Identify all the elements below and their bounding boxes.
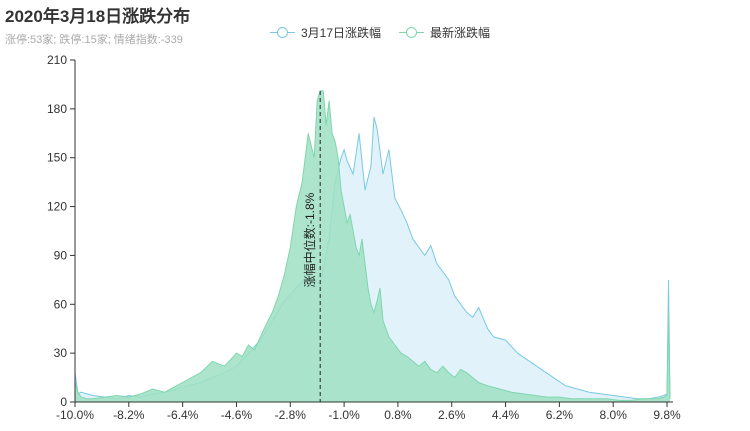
x-tick-label: -1.0% <box>328 408 360 422</box>
series-line <box>74 90 671 401</box>
y-tick-label: 120 <box>47 200 67 214</box>
x-tick-label: 2.6% <box>438 408 466 422</box>
legend-item-latest[interactable]: 最新涨跌幅 <box>399 24 490 41</box>
legend-label-latest: 最新涨跌幅 <box>430 26 491 40</box>
y-tick-label: 0 <box>60 395 67 409</box>
x-tick-label: 6.2% <box>546 408 574 422</box>
x-tick-label: 8.0% <box>600 408 628 422</box>
y-tick-label: 150 <box>47 151 67 165</box>
x-tick-label: -6.4% <box>167 408 199 422</box>
legend-line-circle-icon <box>399 26 425 39</box>
y-tick-label: 60 <box>54 297 68 311</box>
x-tick-label: 9.8% <box>653 408 681 422</box>
y-tick-label: 180 <box>47 102 67 116</box>
y-tick-label: 210 <box>47 53 67 67</box>
series-area <box>75 90 670 403</box>
x-tick-label: 0.8% <box>384 408 412 422</box>
x-tick-label: -10.0% <box>56 408 94 422</box>
chart-legend: 3月17日涨跌幅 最新涨跌幅 <box>270 24 490 41</box>
legend-item-prev-day[interactable]: 3月17日涨跌幅 <box>270 24 381 41</box>
chart-title: 2020年3月18日涨跌分布 <box>5 7 191 26</box>
x-tick-label: -4.6% <box>221 408 253 422</box>
x-tick-label: 4.4% <box>492 408 520 422</box>
series-1 <box>74 90 671 403</box>
series-area <box>75 117 670 402</box>
legend-label-prev-day: 3月17日涨跌幅 <box>301 26 382 40</box>
y-tick-label: 30 <box>54 346 68 360</box>
x-tick-label: -2.8% <box>275 408 307 422</box>
x-tick-label: -8.2% <box>113 408 145 422</box>
chart-subtitle: 涨停:53家; 跌停:15家; 情绪指数:-339 <box>5 34 183 46</box>
legend-line-circle-icon <box>270 26 295 39</box>
y-tick-label: 90 <box>54 248 68 262</box>
median-label: 涨幅中位数:-1.8% <box>302 192 317 287</box>
